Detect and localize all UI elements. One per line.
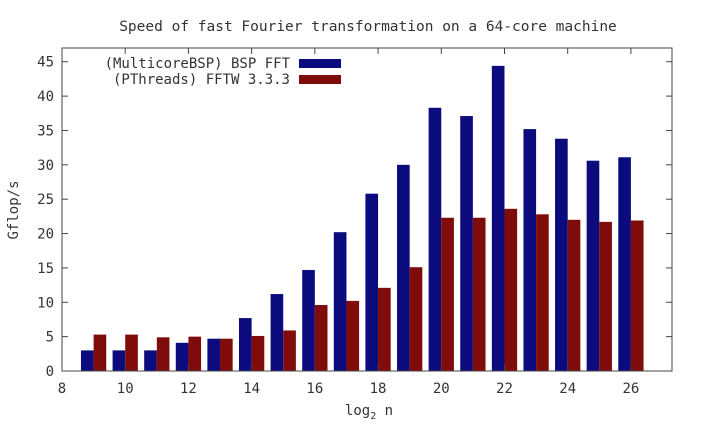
chart-title: Speed of fast Fourier transformation on …	[119, 19, 617, 35]
x-tick-label: 10	[117, 381, 134, 397]
bar-series1-x22	[491, 65, 505, 372]
bar-series1-x14	[238, 318, 252, 371]
bar-series1-x13	[207, 338, 221, 371]
legend-swatch-series2	[299, 75, 341, 84]
bar-series2-x18	[378, 287, 391, 371]
x-tick-label: 24	[559, 381, 576, 397]
y-tick-label: 0	[46, 364, 54, 380]
bar-series2-x12	[188, 336, 202, 371]
bar-series2-x24	[567, 219, 581, 371]
y-tick-label: 40	[37, 89, 54, 105]
y-tick-label: 5	[46, 330, 54, 346]
y-tick-label: 30	[37, 158, 54, 174]
bar-series1-x9	[80, 350, 94, 371]
bar-series1-x21	[460, 116, 473, 371]
bar-series2-x15	[283, 330, 296, 371]
bar-series1-x12	[175, 342, 189, 371]
y-tick-label: 15	[37, 261, 54, 277]
bar-series2-x20	[441, 217, 454, 371]
bar-series2-x14	[251, 335, 265, 371]
bar-series2-x25	[599, 221, 612, 371]
bar-series2-x19	[409, 267, 423, 371]
x-tick-label: 14	[243, 381, 260, 397]
plot-frame	[61, 47, 673, 372]
bars-layer	[80, 65, 644, 372]
legend-label-series2: (PThreads) FFTW 3.3.3	[113, 72, 290, 88]
legend-label-series1: (MulticoreBSP) BSP FFT	[105, 56, 291, 72]
y-tick-label: 45	[37, 55, 54, 71]
bar-series1-x25	[586, 160, 600, 371]
x-tick-label: 8	[58, 381, 66, 397]
bar-series2-x22	[504, 208, 518, 371]
y-tick-label: 35	[37, 123, 54, 139]
bar-series1-x15	[270, 294, 284, 371]
bar-series2-x26	[630, 220, 644, 371]
bar-series1-x18	[365, 193, 379, 371]
bar-series1-x16	[302, 269, 315, 371]
bar-series1-x10	[112, 350, 126, 371]
bar-series2-x10	[125, 334, 138, 371]
x-tick-label: 20	[433, 381, 450, 397]
bar-series1-x11	[144, 350, 157, 371]
bar-series1-x17	[333, 232, 347, 371]
bar-series2-x11	[156, 337, 170, 371]
ticks-layer: 0 5 10 15 20 25 30 35 40 45 8 10 12 14 16 18 20 22 24 26	[37, 48, 672, 397]
y-tick-label: 25	[37, 192, 54, 208]
y-axis-label: Gflop/s	[6, 180, 22, 239]
x-tick-label: 18	[370, 381, 387, 397]
bar-series2-x23	[536, 214, 549, 371]
legend-swatch-series1	[299, 59, 341, 68]
x-axis-label-base: log	[345, 403, 370, 419]
x-tick-label: 16	[306, 381, 323, 397]
x-axis-label-variable: n	[376, 403, 393, 419]
bar-series1-x19	[397, 164, 410, 371]
y-tick-label: 20	[37, 227, 54, 243]
bar-series2-x13	[220, 338, 233, 371]
y-tick-label: 10	[37, 295, 54, 311]
bar-series1-x24	[555, 138, 568, 371]
bar-series1-x20	[428, 107, 442, 371]
bar-series1-x26	[618, 157, 631, 371]
bar-series2-x9	[93, 334, 107, 371]
bar-series2-x16	[314, 305, 328, 371]
legend: (MulticoreBSP) BSP FFT(PThreads) FFTW 3.…	[105, 56, 341, 88]
bar-series2-x17	[346, 300, 360, 371]
bar-series2-x21	[472, 217, 486, 371]
x-axis-label: log2 n	[345, 403, 393, 422]
x-tick-label: 22	[496, 381, 513, 397]
bar-series1-x23	[523, 129, 537, 371]
x-axis-label-subscript: 2	[370, 411, 376, 422]
x-tick-label: 26	[622, 381, 639, 397]
x-tick-label: 12	[180, 381, 197, 397]
